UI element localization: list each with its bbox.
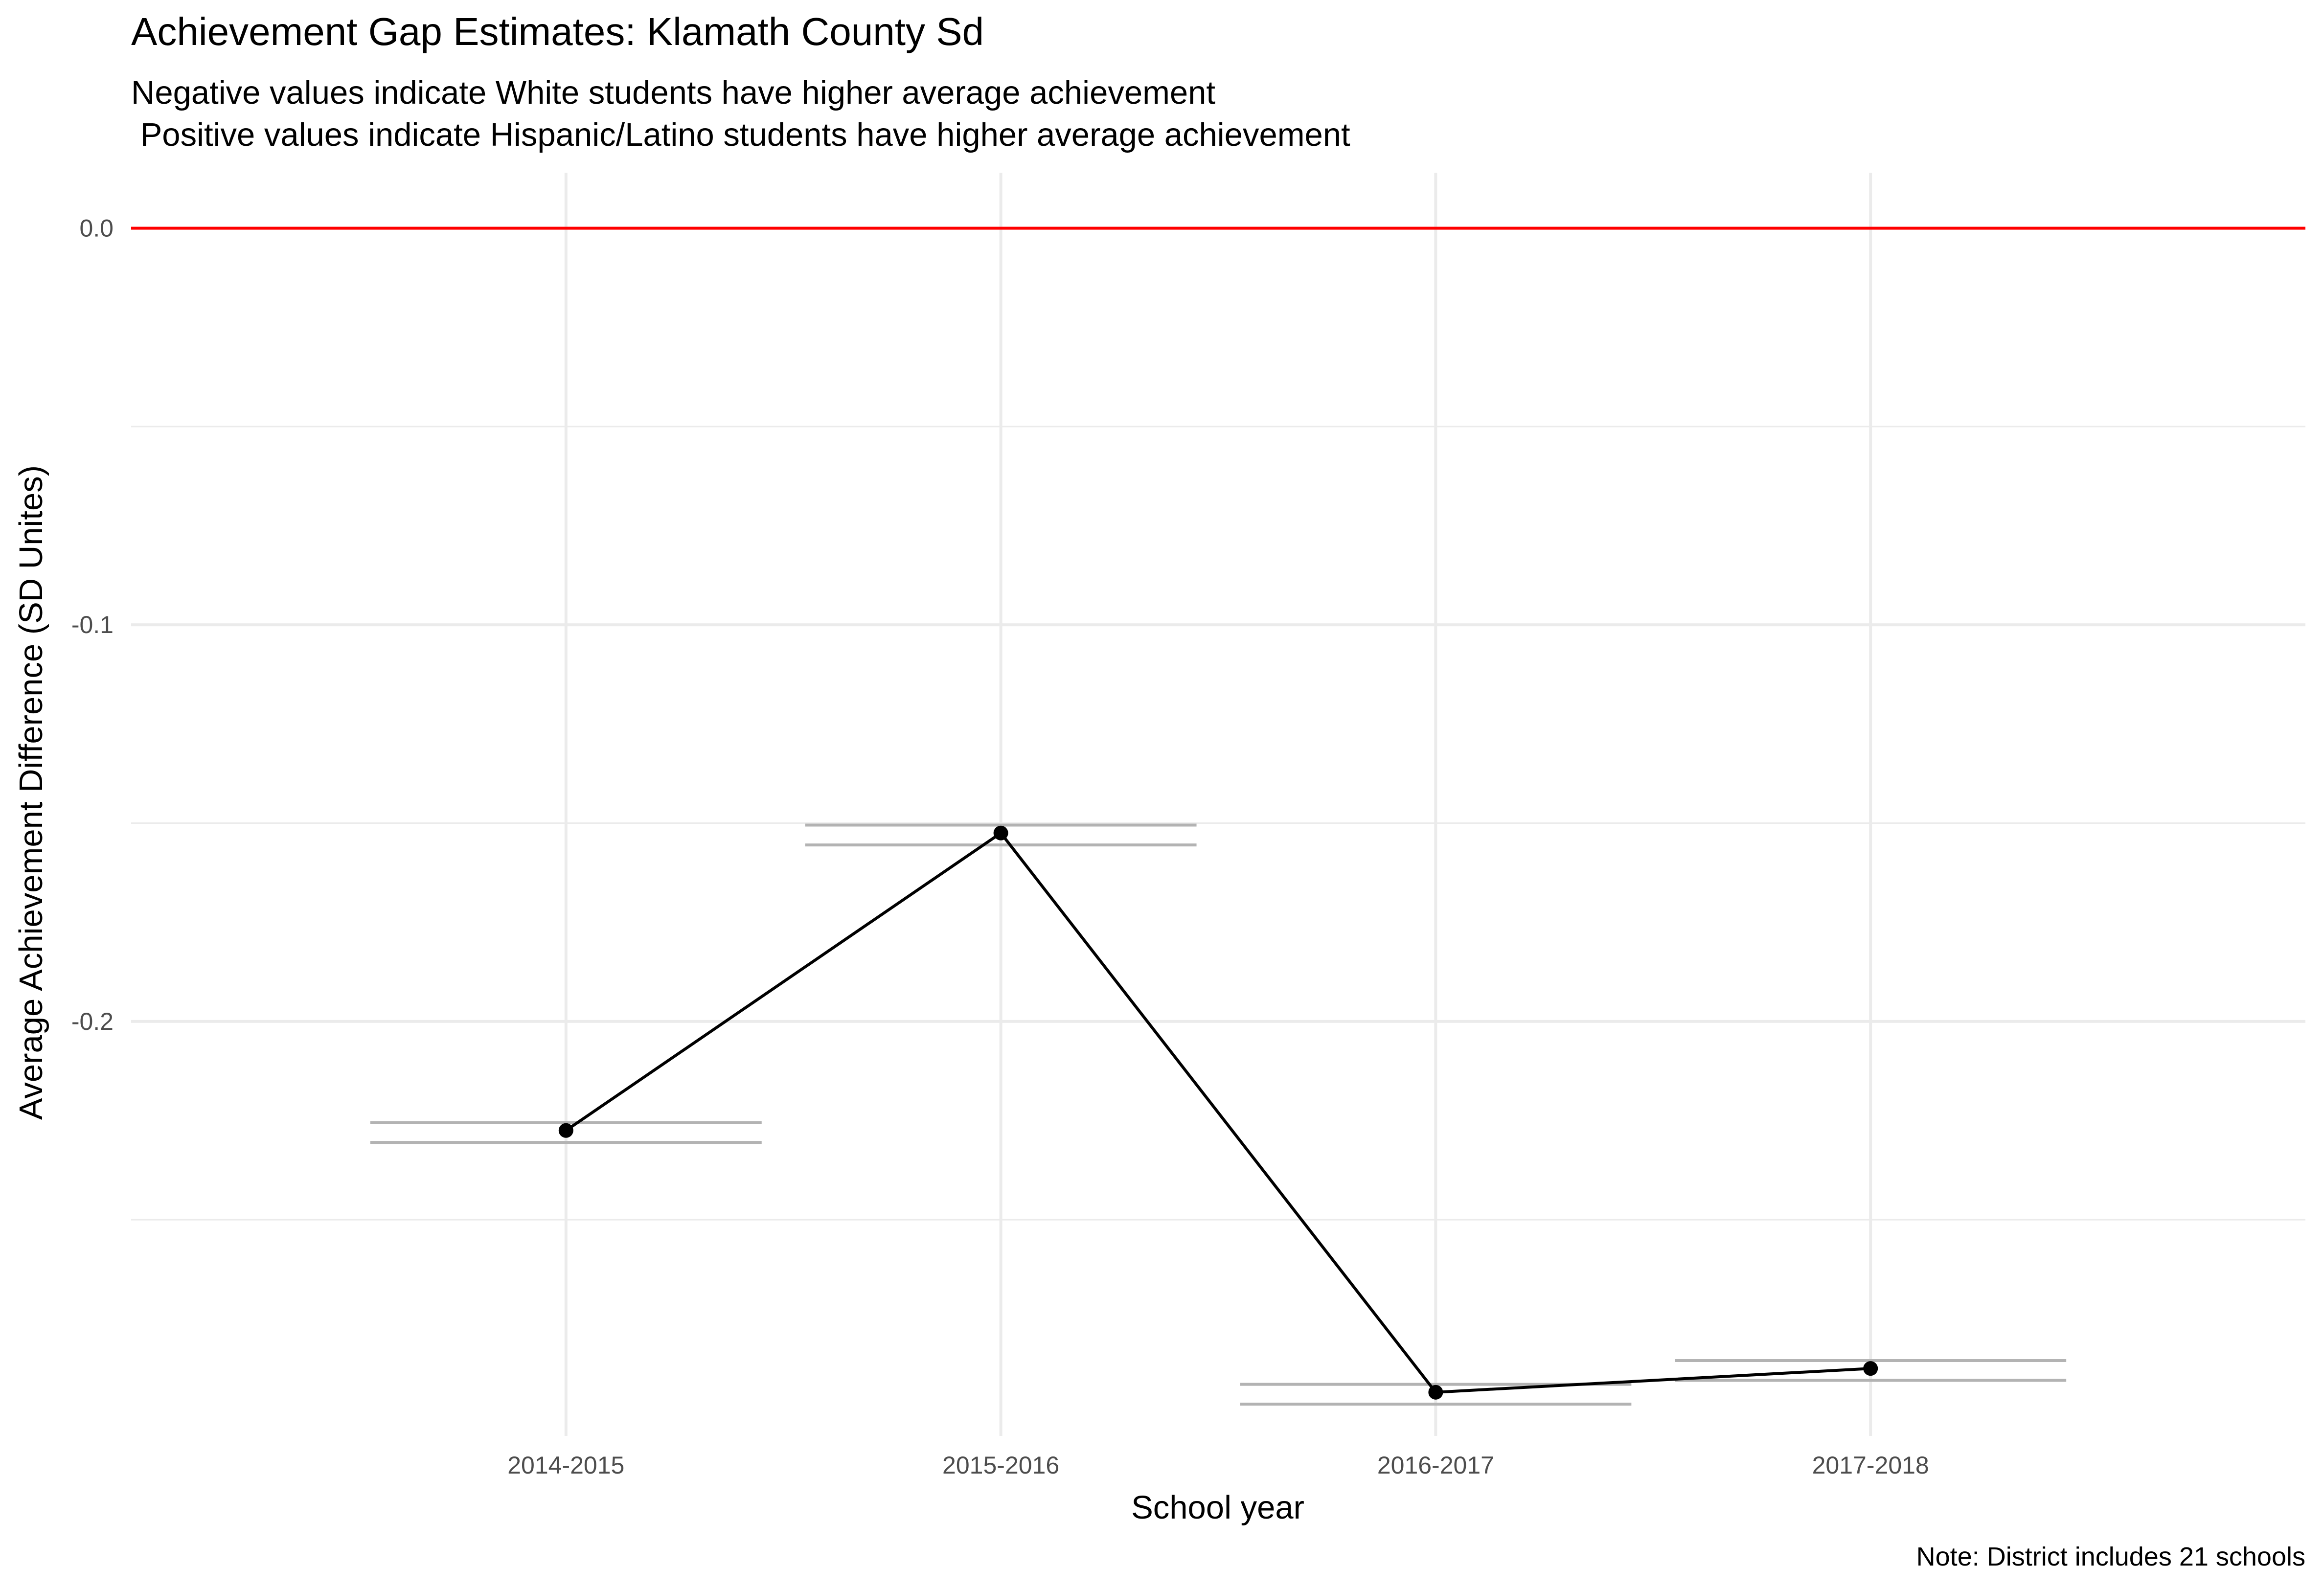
data-point-1	[993, 825, 1008, 840]
y-tick-label-layer: 0.0 -0.1 -0.2	[71, 214, 114, 1035]
x-tick-label-1: 2015-2016	[942, 1452, 1059, 1479]
data-point-2	[1428, 1385, 1443, 1400]
y-tick-label-1: -0.1	[71, 611, 114, 638]
x-tick-label-2: 2016-2017	[1377, 1452, 1494, 1479]
chart-subtitle-line-2: Positive values indicate Hispanic/Latino…	[131, 116, 1350, 153]
series-point-layer	[558, 825, 1878, 1400]
series-line	[565, 831, 1871, 1394]
data-point-0	[558, 1123, 573, 1138]
x-tick-label-layer: 2014-2015 2015-2016 2016-2017 2017-2018	[507, 1452, 1929, 1479]
y-tick-label-2: -0.2	[71, 1008, 114, 1035]
chart-title: Achievement Gap Estimates: Klamath Count…	[131, 10, 984, 53]
data-point-3	[1863, 1361, 1878, 1376]
x-axis-label: School year	[1131, 1489, 1304, 1526]
x-tick-label-0: 2014-2015	[507, 1452, 624, 1479]
y-axis-label: Average Achievement Difference (SD Unite…	[13, 465, 49, 1120]
y-tick-label-0: 0.0	[79, 214, 114, 242]
chart-caption: Note: District includes 21 schools	[1916, 1542, 2305, 1571]
x-tick-label-3: 2017-2018	[1812, 1452, 1929, 1479]
chart-subtitle-line-1: Negative values indicate White students …	[131, 74, 1215, 111]
error-bar-layer	[370, 823, 2067, 1406]
series-line-layer	[565, 831, 1871, 1394]
